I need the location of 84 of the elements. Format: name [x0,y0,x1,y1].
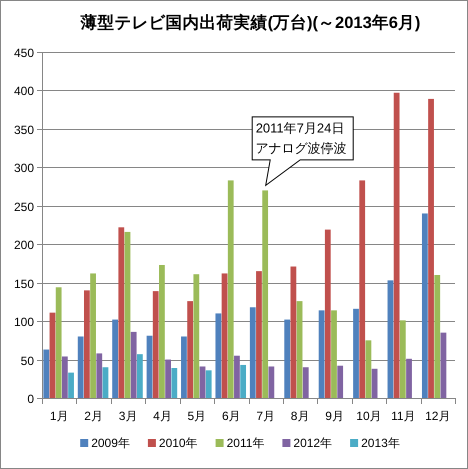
bar [159,264,165,398]
bar [240,364,246,398]
bar [290,266,296,398]
y-tick-label: 400 [14,84,34,98]
bar [366,340,372,398]
x-tick-label: 5月 [188,409,206,423]
y-tick-label: 200 [14,238,34,252]
bar [372,368,378,398]
bar [102,367,108,398]
bar [406,358,412,398]
bar [256,271,262,398]
bar [56,287,62,398]
bar [428,98,434,398]
bar [90,273,96,398]
bar [68,372,74,398]
bar [353,308,359,398]
bar [165,360,171,398]
bar [206,370,212,398]
bar [434,274,440,398]
bar [318,310,324,398]
chart-title: 薄型テレビ国内出荷実績(万台)(～2013年6月) [80,13,420,32]
x-tick-label: 3月 [118,409,138,423]
callout: 2011年7月24日アナログ波停波 [252,116,354,187]
y-tick-label: 250 [14,200,34,214]
annotation: 2011年7月24日アナログ波停波 [256,120,347,156]
y-tick-label: 0 [27,392,34,406]
bar [96,353,102,398]
bar [324,230,331,398]
bar [193,274,200,398]
y-tick-label: 100 [14,315,34,329]
y-tick-label: 350 [14,123,34,137]
bar [43,350,50,398]
bar [268,366,274,398]
bar [400,320,406,398]
bar [200,366,206,398]
x-tick-label: 7月 [256,409,276,423]
x-tick-label: 12月 [425,409,450,423]
legend-label: 2012年 [293,436,332,450]
bar [136,354,143,398]
bar [331,310,337,398]
x-tick-label: 4月 [153,409,172,423]
x-tick-label: 10月 [356,409,382,423]
bar [234,356,240,398]
bar [302,367,309,398]
legend-label: 2011年 [226,436,264,450]
bar [296,301,302,398]
bar [62,356,68,398]
bar [250,307,256,398]
bar [84,290,90,398]
legend-label: 2013年 [361,436,400,450]
legend-label: 2010年 [158,436,198,450]
bar [284,320,290,398]
bar [50,312,56,398]
bar [171,368,178,398]
x-tick-label: 1月 [50,409,69,423]
bar [228,180,234,398]
bar [181,336,187,398]
x-tick-label: 9月 [325,409,344,423]
y-tick-label: 150 [14,277,34,291]
x-tick-label: 8月 [290,409,310,423]
bar [388,280,394,398]
y-tick-label: 300 [14,161,34,175]
bar [262,190,268,398]
bar [422,213,428,398]
bar [222,273,228,398]
y-tick-label: 450 [14,46,34,60]
bar [187,301,194,398]
bar [215,313,222,398]
x-tick-label: 2月 [84,409,103,423]
bar [124,232,130,398]
bar [146,336,152,398]
bar [337,366,344,398]
bar [440,332,446,398]
bar [130,332,137,398]
bar [359,180,366,398]
x-tick-label: 11月 [391,409,416,423]
bar [112,320,118,398]
bar [78,336,84,398]
x-tick-label: 6月 [222,409,241,423]
bar [118,227,124,398]
y-tick-label: 50 [20,354,34,368]
bar [394,92,400,398]
bar [152,291,159,398]
legend-label: 2009年 [91,436,130,450]
